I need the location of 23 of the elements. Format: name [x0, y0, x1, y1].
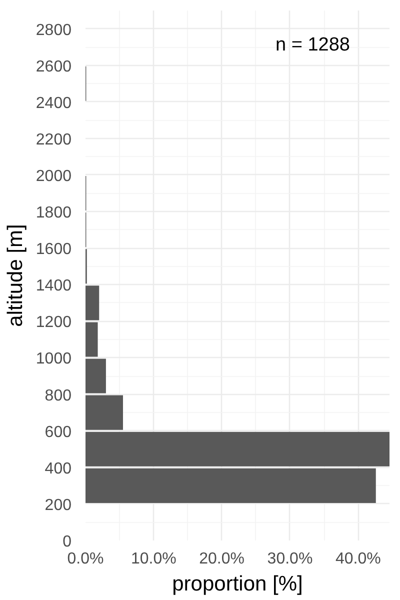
annotation: n = 1288: [275, 34, 350, 56]
x-tick-label: 20.0%: [199, 550, 245, 568]
y-tick-label: 1800: [36, 204, 72, 222]
x-tick-label: 30.0%: [267, 550, 313, 568]
y-axis-title: altitude [m]: [4, 224, 27, 327]
x-tick-label: 40.0%: [335, 550, 381, 568]
y-tick-label: 400: [44, 460, 72, 478]
x-tick-label: 10.0%: [130, 550, 176, 568]
y-tick-label: 2000: [36, 168, 72, 185]
y-tick-label: 800: [44, 387, 72, 404]
y-tick-label: 0: [62, 534, 72, 550]
y-tick-label: 1000: [36, 350, 72, 368]
y-tick-label: 2600: [36, 58, 72, 76]
y-tick-label: 1400: [36, 278, 72, 295]
y-tick-label: 2400: [36, 94, 72, 112]
y-tick-label: 1600: [36, 241, 72, 258]
y-tick-label: 200: [44, 496, 72, 514]
x-tick-label: 0.0%: [67, 550, 104, 568]
y-tick-label: 2800: [36, 22, 72, 39]
y-tick-label: 600: [44, 424, 72, 441]
x-axis-title: proportion [%]: [172, 572, 303, 596]
y-tick-label: 2200: [36, 131, 72, 148]
y-tick-label: 1200: [36, 314, 72, 332]
